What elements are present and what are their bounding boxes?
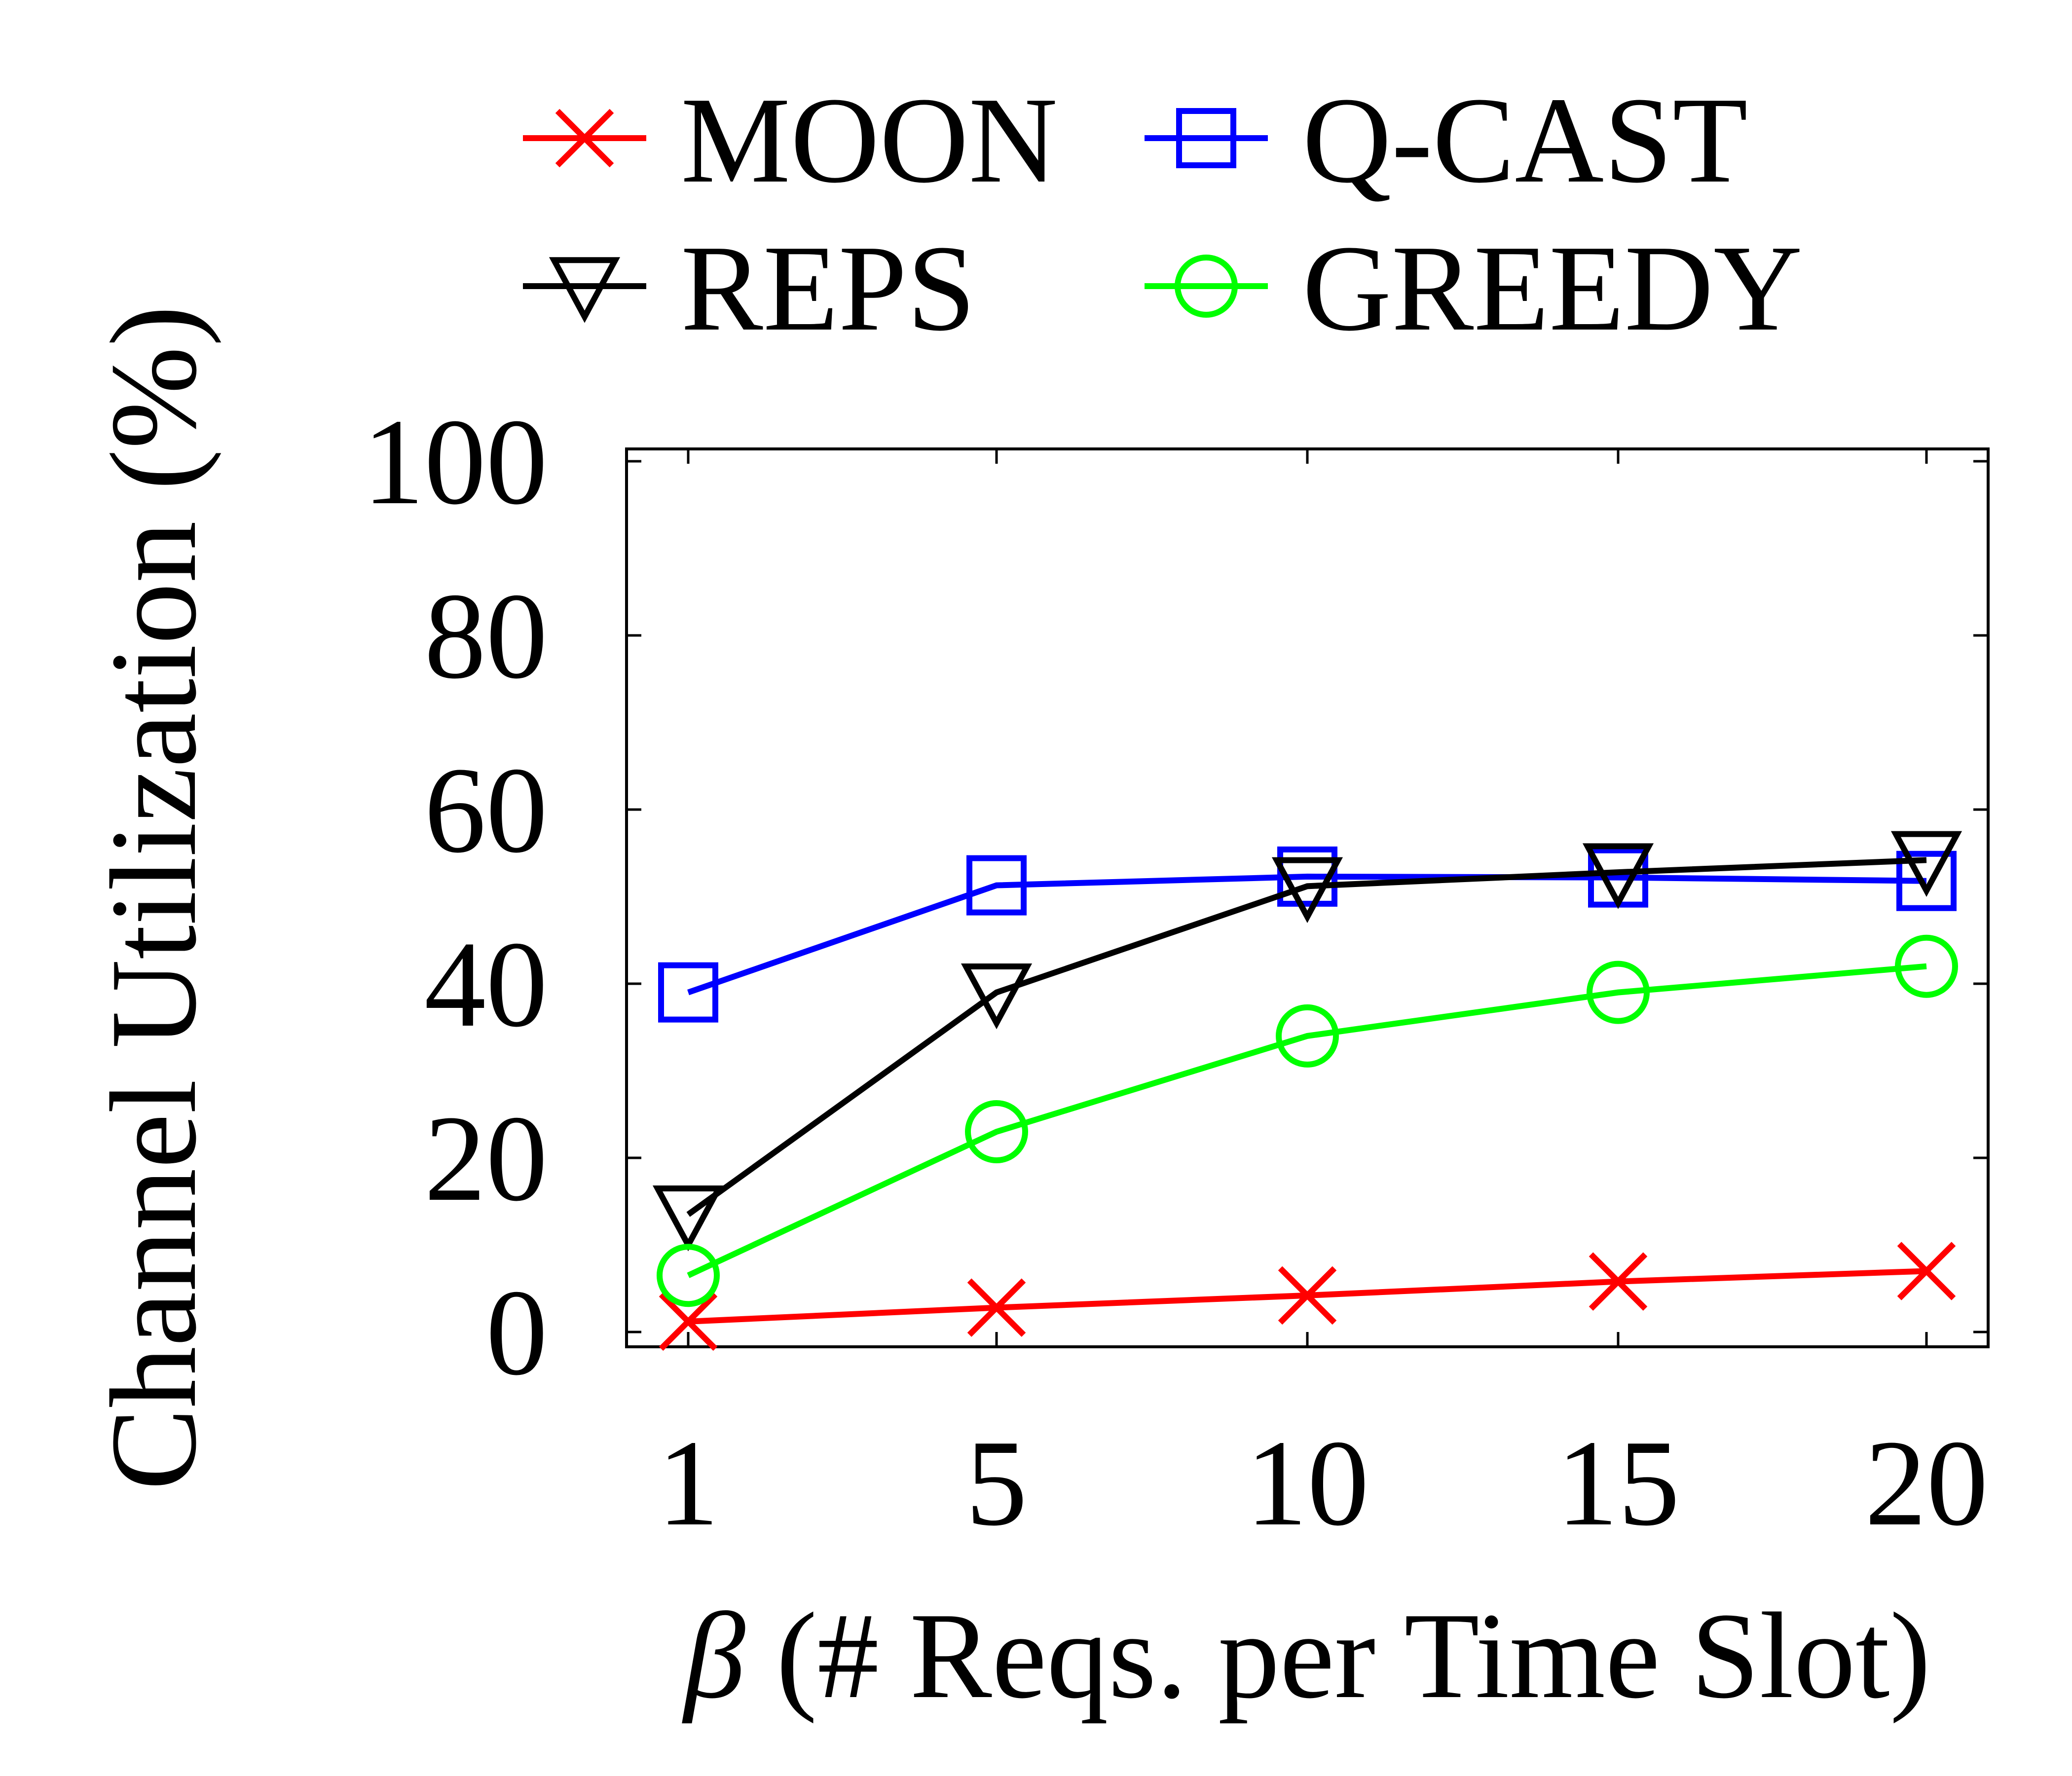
- circle-marker: [1895, 934, 1958, 998]
- x-axis-label-text: (# Reqs. per Time Slot): [745, 1588, 1931, 1724]
- y-tick-label: 20: [424, 1090, 548, 1227]
- data-point-reps: [652, 1185, 724, 1252]
- circle-marker: [965, 1100, 1028, 1164]
- square-marker: [658, 962, 718, 1023]
- circle-marker: [1175, 255, 1238, 318]
- x-tick-label: 5: [966, 1415, 1028, 1552]
- data-point-moon: [659, 1292, 718, 1351]
- x-marker-stroke: [967, 1278, 1026, 1337]
- triangle-marker: [1582, 843, 1654, 909]
- triangle-marker: [549, 257, 621, 323]
- y-axis-label: Channel Utilization (%): [85, 305, 222, 1490]
- x-tick-label: 1: [658, 1415, 719, 1552]
- data-point-moon: [1897, 1242, 1956, 1300]
- legend-label: MOON: [681, 72, 1058, 209]
- data-point-reps: [1890, 831, 1962, 897]
- y-axis: 0 20 40 60 80 100: [363, 394, 1988, 1401]
- series-reps: [652, 831, 1962, 1252]
- x-marker-stroke: [659, 1292, 718, 1351]
- x-marker-stroke: [1897, 1242, 1956, 1300]
- x-axis-label: β (# Reqs. per Time Slot): [681, 1588, 1930, 1724]
- square-marker: [966, 855, 1027, 916]
- y-tick-label: 80: [424, 568, 548, 704]
- data-point-q-cast: [658, 962, 718, 1023]
- square-marker: [1176, 108, 1236, 168]
- square-marker: [1277, 846, 1337, 907]
- data-point-q-cast: [1896, 851, 1957, 911]
- series-line-q-cast: [687, 873, 1927, 996]
- triangle-marker: [1271, 857, 1343, 923]
- circle-marker: [1276, 1004, 1339, 1068]
- series-greedy: [657, 934, 1958, 1307]
- y-tick-label: 100: [363, 394, 548, 530]
- series-q-cast: [658, 846, 1957, 1023]
- x-tick-label: 10: [1246, 1415, 1369, 1552]
- circle-marker: [1587, 961, 1650, 1024]
- data-point-moon: [1278, 1266, 1337, 1325]
- legend-item-greedy: GREEDY: [1145, 220, 1803, 357]
- data-point-q-cast: [1277, 846, 1337, 907]
- series-line-reps: [686, 857, 1927, 1217]
- data-point-greedy: [1895, 934, 1958, 998]
- data-point-reps: [1582, 843, 1654, 909]
- data-point-greedy: [657, 1244, 720, 1307]
- square-marker: [1896, 851, 1957, 911]
- legend-item-reps: REPS: [523, 220, 976, 357]
- circle-marker: [657, 1244, 720, 1307]
- data-point-reps: [1271, 857, 1343, 923]
- data-point-greedy: [965, 1100, 1028, 1164]
- triangle-marker: [1890, 831, 1962, 897]
- x-tick-label: 20: [1865, 1415, 1988, 1552]
- data-point-reps: [961, 963, 1033, 1030]
- legend-item-moon: MOON: [523, 72, 1058, 209]
- y-tick-label: 40: [424, 916, 548, 1053]
- triangle-marker: [961, 963, 1033, 1030]
- data-point-greedy: [1276, 1004, 1339, 1068]
- x-marker-stroke: [1589, 1252, 1648, 1311]
- series-layer: [652, 831, 1962, 1351]
- x-marker-stroke: [1278, 1266, 1337, 1325]
- legend-label: REPS: [681, 220, 976, 357]
- chart-legend: MOON Q-CAST REPS GREEDY: [523, 72, 1803, 357]
- legend-item-q-cast: Q-CAST: [1145, 72, 1748, 209]
- x-marker-stroke: [555, 109, 614, 168]
- triangle-marker: [652, 1185, 724, 1252]
- legend-label: Q-CAST: [1302, 72, 1748, 209]
- data-point-moon: [1589, 1252, 1648, 1311]
- series-moon: [659, 1242, 1956, 1351]
- data-point-moon: [967, 1278, 1026, 1337]
- x-tick-label: 15: [1556, 1415, 1680, 1552]
- data-point-q-cast: [966, 855, 1027, 916]
- data-point-greedy: [1587, 961, 1650, 1024]
- series-line-greedy: [687, 963, 1927, 1278]
- y-tick-label: 60: [424, 742, 548, 879]
- x-axis: 1 5 10 15 20: [658, 449, 1988, 1552]
- x-axis-symbol: β: [681, 1588, 745, 1724]
- legend-label: GREEDY: [1302, 220, 1803, 357]
- y-tick-label: 0: [486, 1264, 548, 1401]
